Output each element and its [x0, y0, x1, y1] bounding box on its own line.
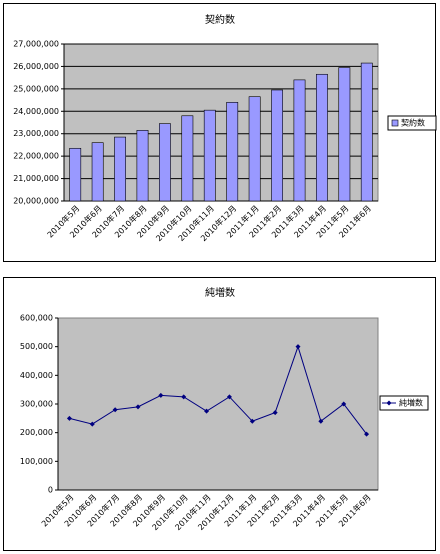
bar [248, 96, 261, 202]
y-tick-label: 21,000,000 [13, 174, 59, 183]
point [158, 392, 164, 398]
y-tick-label: 26,000,000 [13, 62, 59, 71]
y-tick-label: 200,000 [20, 428, 53, 437]
chart-title: 純増数 [205, 286, 235, 299]
point [204, 408, 210, 414]
bar [226, 102, 239, 202]
legend-marker [386, 400, 392, 406]
bar [203, 109, 216, 202]
y-tick-label: 100,000 [20, 457, 53, 466]
line [69, 345, 367, 435]
legend-label: 契約数 [401, 118, 425, 128]
bar [338, 67, 351, 202]
bar [114, 136, 126, 202]
y-tick-label: 20,000,000 [13, 197, 59, 206]
bar [360, 62, 373, 202]
y-tick-label: 22,000,000 [13, 152, 59, 161]
bar [181, 115, 194, 202]
y-tick-label: 23,000,000 [13, 129, 59, 138]
legend-swatch [391, 119, 399, 127]
y-tick-label: 24,000,000 [13, 107, 59, 116]
point [272, 410, 278, 416]
bar [316, 73, 328, 202]
point [364, 431, 370, 437]
y-tick-label: 27,000,000 [13, 40, 59, 49]
bar [293, 79, 306, 202]
bar [136, 130, 149, 202]
plot-area [63, 43, 379, 202]
point [181, 394, 187, 400]
y-tick-label: 600,000 [20, 314, 53, 323]
y-tick-label: 300,000 [20, 400, 53, 409]
legend-box [379, 395, 429, 411]
y-tick-label: 500,000 [20, 342, 53, 351]
bar [69, 147, 82, 202]
point [89, 421, 95, 427]
point [112, 407, 118, 413]
point [341, 401, 347, 407]
legend-label: 純増数 [399, 398, 423, 408]
legend-box [387, 115, 437, 131]
bar [159, 123, 171, 202]
y-tick-label: 400,000 [20, 371, 53, 380]
point [295, 344, 301, 350]
bar [91, 142, 104, 202]
point [249, 418, 255, 424]
point [66, 415, 72, 421]
point [135, 404, 141, 410]
point [318, 418, 324, 424]
point [226, 394, 232, 400]
chart-title: 契約数 [205, 13, 235, 26]
bar [271, 89, 283, 202]
y-tick-label: 25,000,000 [13, 84, 59, 93]
y-tick-label: 0 [48, 486, 53, 495]
